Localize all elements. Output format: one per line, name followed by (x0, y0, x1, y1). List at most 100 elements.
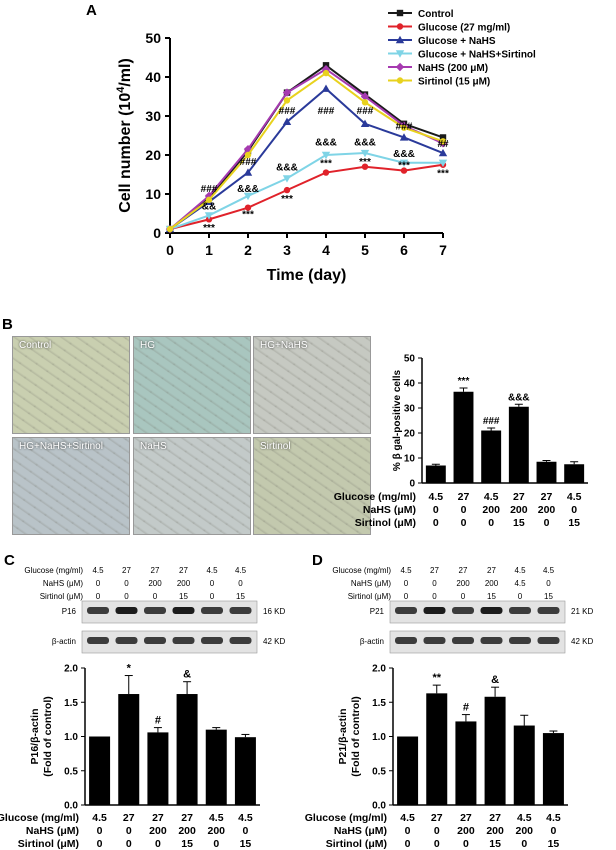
data-point (205, 196, 213, 204)
x-tick-label: 7 (439, 242, 447, 258)
data-point (283, 97, 291, 104)
blot-header-value: 4.5 (514, 579, 526, 588)
series-line (169, 64, 444, 230)
significance-label: *** (398, 161, 410, 172)
blot-header-value: 15 (544, 592, 553, 601)
condition-value: 200 (538, 504, 556, 516)
data-point (244, 151, 252, 159)
blot-header-value: 0 (432, 592, 437, 601)
significance-label: ## (437, 139, 449, 150)
condition-value: 27 (489, 812, 501, 824)
data-point (400, 167, 408, 174)
significance-label: &&& (354, 137, 376, 148)
significance-label: *** (437, 168, 449, 179)
blot-header-value: 0 (546, 579, 551, 588)
blot-row-label: P16 (62, 607, 77, 616)
blot-band (480, 637, 503, 644)
panel-label-a: A (86, 2, 97, 19)
data-point (399, 133, 409, 141)
data-point (395, 35, 405, 44)
condition-value: 4.5 (546, 812, 561, 824)
condition-value: 0 (550, 825, 556, 837)
condition-value: 0 (571, 504, 577, 516)
bar (455, 721, 477, 805)
blot-band (172, 607, 195, 614)
y-tick-label: 40 (145, 69, 161, 85)
blot-header-value: 4.5 (235, 566, 247, 575)
significance-label: & (183, 669, 191, 681)
blot-header-value: 200 (456, 579, 470, 588)
condition-value: 27 (460, 812, 472, 824)
blot-header-value: 27 (459, 566, 468, 575)
data-point (361, 99, 369, 106)
micrograph-hg: HG (133, 336, 251, 434)
condition-value: 27 (431, 812, 443, 824)
blot-band (87, 607, 109, 614)
y-tick-label: 20 (404, 429, 416, 440)
blot-band (87, 637, 109, 644)
data-point (395, 62, 405, 72)
significance-label: ### (396, 122, 413, 133)
bar (481, 430, 502, 483)
data-point (282, 117, 292, 126)
condition-value: 0 (463, 838, 469, 850)
condition-value: 0 (488, 517, 494, 529)
legend-label: Control (418, 9, 454, 20)
data-point (438, 159, 448, 167)
condition-label: Sirtinol (μM) (18, 838, 79, 850)
blot-kd-label: 42 KD (571, 637, 593, 646)
micrograph-label: NaHS (140, 441, 167, 452)
blot-band (201, 607, 223, 614)
data-point (322, 69, 330, 77)
significance-label: && (202, 202, 216, 213)
bar (484, 696, 506, 805)
condition-value: 0 (405, 825, 411, 837)
micrograph-label: HG (140, 340, 155, 351)
y-tick-label: 50 (404, 354, 416, 365)
data-point (243, 144, 253, 154)
blot-header-label: Glucose (mg/ml) (332, 566, 391, 575)
condition-value: 200 (149, 825, 167, 837)
condition-value: 15 (489, 838, 501, 850)
x-tick-label: 5 (361, 242, 369, 258)
legend-label: Glucose (27 mg/ml) (418, 23, 510, 34)
blot-band (452, 637, 474, 644)
y-axis-subtitle: (Fold of control) (42, 696, 54, 776)
condition-value: 27 (181, 812, 193, 824)
series-line (169, 68, 444, 230)
data-point (282, 88, 292, 97)
bar (234, 737, 256, 805)
blot-header-value: 0 (432, 579, 437, 588)
condition-value: 15 (568, 517, 580, 529)
condition-value: 15 (240, 838, 252, 850)
bar (564, 464, 585, 483)
micrograph-hg-nahs-sirtinol: HG+NaHS+Sirtinol (12, 437, 130, 535)
y-tick-label: 20 (145, 147, 161, 163)
blot-row-label: P21 (370, 607, 385, 616)
significance-label: ### (318, 106, 335, 117)
micrograph-hg-nahs: HG+NaHS (253, 336, 371, 434)
significance-label: ### (201, 184, 218, 195)
condition-value: 200 (178, 825, 196, 837)
blot-header-value: 15 (179, 592, 188, 601)
series-glucose-nahs-sirtinol (165, 149, 448, 234)
condition-value: 0 (434, 825, 440, 837)
blot-header-value: 0 (96, 579, 101, 588)
blot-row-label: β-actin (360, 637, 384, 646)
series-sirtinol-15-m (166, 69, 447, 233)
blot-header-value: 0 (238, 579, 243, 588)
condition-value: 200 (486, 825, 504, 837)
blot-header-value: 0 (153, 592, 158, 601)
condition-value: 0 (544, 517, 550, 529)
blot-header-label: Glucose (mg/ml) (24, 566, 83, 575)
significance-label: ### (240, 157, 257, 168)
y-axis-title: P21/β-actin (337, 708, 349, 764)
y-axis-title: Cell number (104/ml) (115, 58, 134, 213)
bar (205, 729, 227, 805)
data-point (360, 149, 370, 158)
condition-value: 4.5 (517, 812, 532, 824)
series-glucose-nahs (165, 84, 448, 233)
bar (118, 694, 140, 805)
blot-header-value: 27 (122, 566, 131, 575)
